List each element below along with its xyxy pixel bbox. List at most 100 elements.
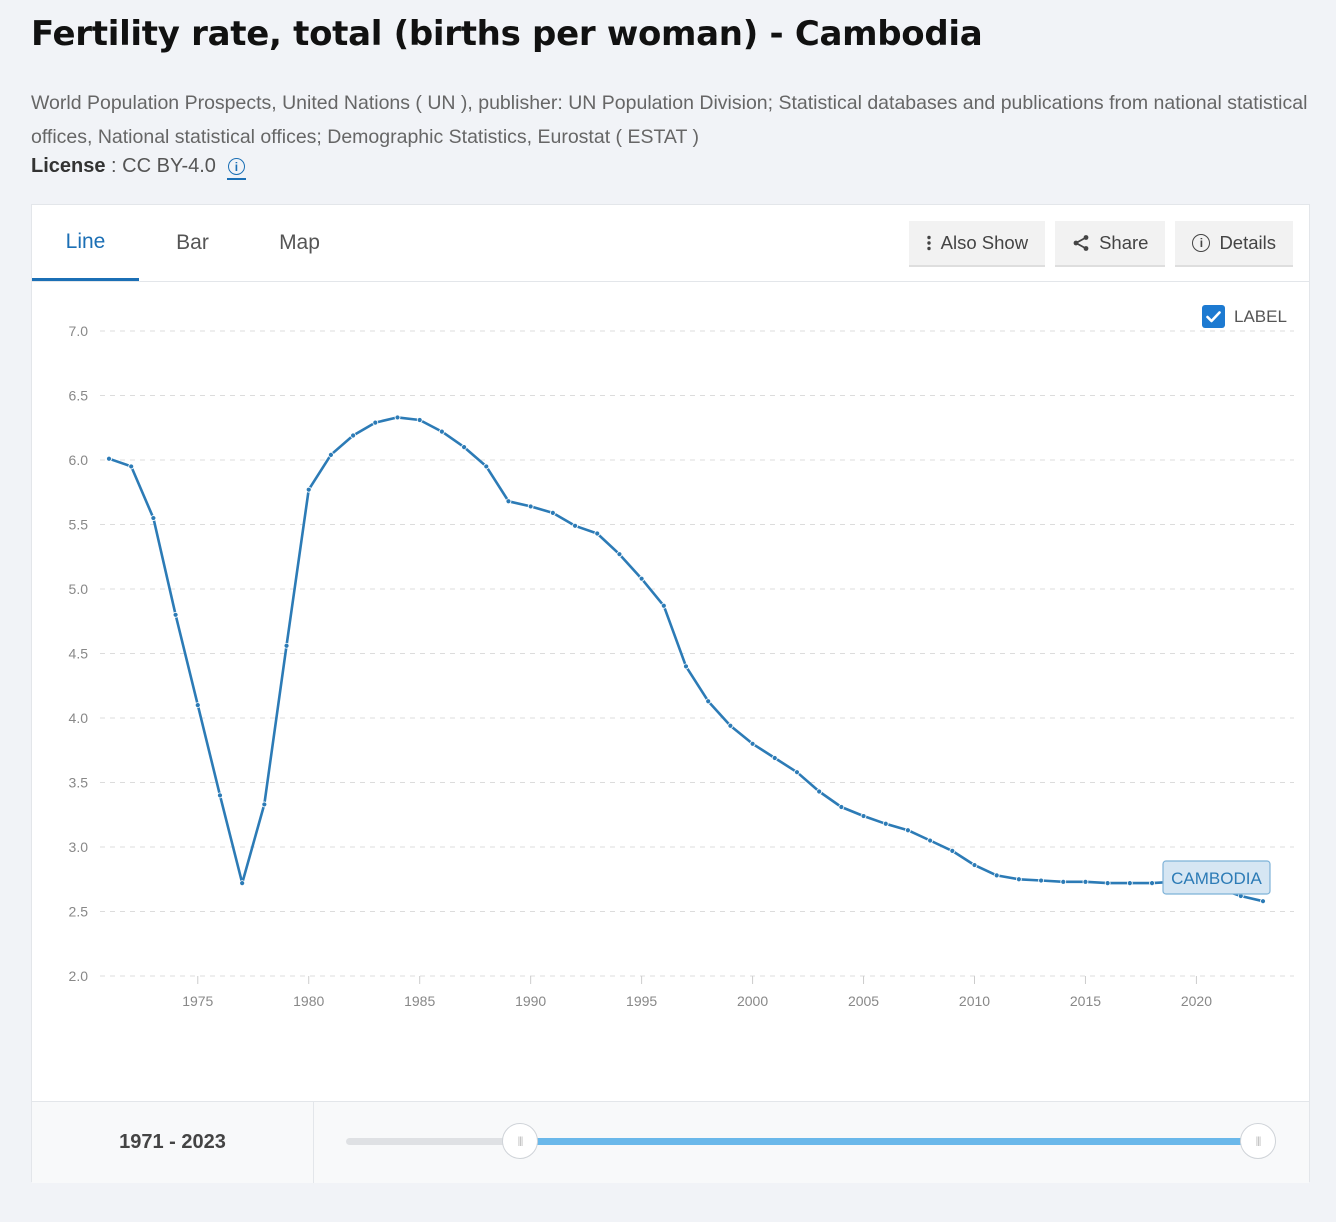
data-point bbox=[905, 827, 911, 834]
y-tick-label: 3.5 bbox=[69, 775, 89, 791]
data-point bbox=[372, 419, 379, 426]
data-point bbox=[128, 463, 135, 470]
y-tick-label: 4.0 bbox=[69, 710, 89, 726]
data-point bbox=[350, 432, 357, 439]
data-point bbox=[927, 837, 934, 844]
data-point bbox=[1126, 880, 1133, 887]
data-point bbox=[727, 722, 734, 729]
data-point bbox=[106, 455, 112, 462]
tab-bar[interactable]: Bar bbox=[176, 231, 209, 254]
data-point bbox=[638, 575, 645, 582]
details-label: Details bbox=[1219, 232, 1276, 253]
data-point bbox=[1104, 880, 1111, 887]
data-point bbox=[683, 663, 689, 670]
tab-divider bbox=[32, 281, 1309, 282]
data-point bbox=[461, 444, 467, 451]
data-point bbox=[860, 813, 867, 819]
series-label: CAMBODIA bbox=[1171, 869, 1262, 888]
page-title: Fertility rate, total (births per woman)… bbox=[31, 14, 983, 54]
range-start-handle[interactable]: ||| bbox=[502, 1123, 538, 1159]
x-tick-label: 2000 bbox=[737, 993, 768, 1009]
data-point bbox=[749, 740, 756, 747]
share-icon bbox=[1072, 234, 1090, 252]
x-tick-label: 1975 bbox=[182, 993, 213, 1009]
info-circle-icon: i bbox=[1192, 234, 1211, 252]
data-point bbox=[971, 862, 978, 868]
data-point bbox=[150, 515, 157, 521]
data-point bbox=[416, 417, 423, 423]
data-point bbox=[705, 698, 712, 705]
data-point bbox=[572, 522, 578, 529]
y-tick-label: 5.0 bbox=[69, 581, 89, 597]
data-point bbox=[660, 602, 667, 609]
label-toggle-text: LABEL bbox=[1234, 306, 1287, 326]
data-point bbox=[1060, 878, 1067, 885]
data-point bbox=[949, 847, 956, 854]
x-tick-label: 2020 bbox=[1181, 993, 1212, 1009]
line-chart: 2.0 2.5 3.0 3.5 4.0 4.5 5.0 5.5 6.0 6.5 7.0 1975 198… bbox=[69, 323, 1294, 1009]
series-line-cambodia bbox=[108, 416, 1264, 903]
data-point bbox=[838, 804, 845, 810]
x-tick-label: 1990 bbox=[515, 993, 546, 1009]
range-slider-fill bbox=[520, 1138, 1257, 1145]
data-point bbox=[771, 755, 778, 761]
info-icon[interactable]: i bbox=[226, 158, 246, 180]
tab-line[interactable]: Line bbox=[32, 205, 139, 281]
more-vertical-icon bbox=[926, 235, 932, 251]
chart-actions: Also Show Share i Details bbox=[908, 221, 1293, 267]
x-tick-label: 2005 bbox=[848, 993, 879, 1009]
data-point bbox=[594, 530, 601, 537]
x-tick-label: 1980 bbox=[293, 993, 324, 1009]
data-point bbox=[1038, 877, 1044, 884]
data-point bbox=[194, 702, 201, 709]
source-text: World Population Prospects, United Natio… bbox=[31, 92, 1308, 148]
data-point bbox=[172, 611, 179, 618]
data-point bbox=[549, 509, 556, 516]
data-point bbox=[283, 642, 290, 649]
y-tick-label: 6.5 bbox=[69, 388, 89, 404]
label-checkbox[interactable] bbox=[1202, 305, 1225, 328]
details-button[interactable]: i Details bbox=[1175, 221, 1293, 267]
data-point bbox=[261, 801, 268, 808]
share-label: Share bbox=[1099, 232, 1149, 253]
chart-tabs: Line Bar Map bbox=[32, 205, 353, 281]
y-tick-label: 7.0 bbox=[69, 323, 89, 339]
data-point bbox=[239, 880, 246, 887]
data-point bbox=[217, 792, 223, 799]
tab-map[interactable]: Map bbox=[279, 231, 320, 254]
data-point bbox=[527, 503, 534, 510]
y-tick-label: 6.0 bbox=[69, 452, 89, 468]
data-point bbox=[483, 463, 490, 470]
x-tick-label: 1995 bbox=[626, 993, 657, 1009]
data-point bbox=[328, 451, 334, 458]
chart-card: Line Bar Map Also Show Share i Details 2… bbox=[31, 204, 1310, 1183]
license-line: License : CC BY-4.0 i bbox=[31, 155, 246, 180]
data-point bbox=[505, 498, 512, 505]
y-tick-label: 2.0 bbox=[69, 968, 89, 984]
series-label-box bbox=[1162, 860, 1271, 895]
grip-icon: ||| bbox=[517, 1135, 524, 1147]
x-tick-label: 1985 bbox=[404, 993, 435, 1009]
data-point bbox=[1082, 878, 1089, 885]
year-range-text: 1971 - 2023 bbox=[32, 1102, 314, 1183]
check-icon bbox=[1206, 310, 1221, 322]
data-point bbox=[1015, 876, 1022, 883]
y-tick-label: 2.5 bbox=[69, 904, 89, 920]
data-point bbox=[816, 788, 823, 795]
label-toggle[interactable]: LABEL bbox=[1202, 305, 1287, 328]
data-point bbox=[616, 551, 623, 558]
also-show-label: Also Show bbox=[940, 232, 1029, 253]
data-point bbox=[438, 428, 445, 435]
also-show-button[interactable]: Also Show bbox=[908, 221, 1046, 267]
license-value: : CC BY-4.0 bbox=[105, 155, 216, 177]
data-point bbox=[794, 769, 800, 776]
y-tick-label: 4.5 bbox=[69, 646, 89, 662]
share-button[interactable]: Share bbox=[1055, 221, 1166, 267]
x-tick-label: 2015 bbox=[1070, 993, 1101, 1009]
data-point bbox=[993, 872, 1000, 879]
y-tick-label: 3.0 bbox=[69, 839, 89, 855]
range-end-handle[interactable]: ||| bbox=[1240, 1123, 1276, 1159]
x-tick-label: 2010 bbox=[959, 993, 990, 1009]
data-point bbox=[1149, 880, 1155, 887]
grip-icon: ||| bbox=[1255, 1135, 1262, 1147]
